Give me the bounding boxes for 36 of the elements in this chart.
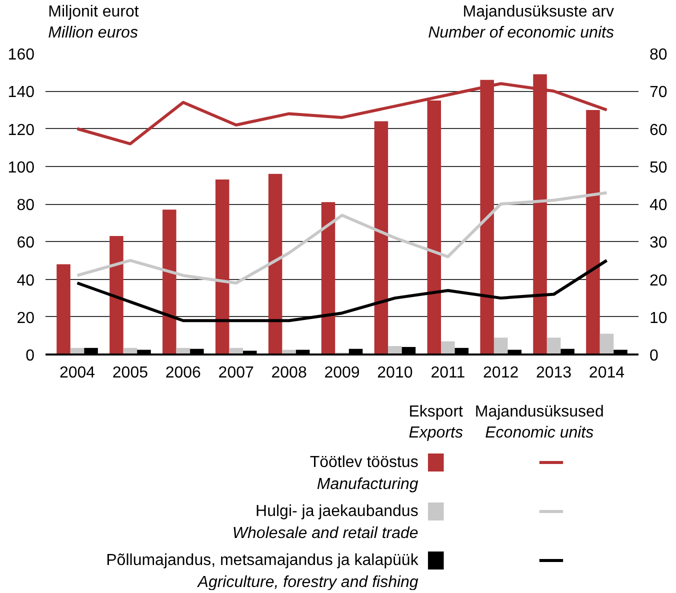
x-tick-label: 2006	[165, 364, 202, 382]
x-tick-label: 2005	[112, 364, 148, 382]
x-tick-label: 2007	[218, 364, 254, 382]
y-tick-label: 20	[16, 310, 35, 327]
x-tick-label: 2009	[324, 364, 360, 382]
x-tick-label: 2004	[59, 364, 96, 382]
y-tick-label: 60	[16, 234, 35, 252]
y-tick-label: 0	[26, 348, 35, 364]
y2-tick-label: 30	[650, 234, 668, 252]
text: Eksport Exports	[408, 404, 464, 442]
y-tick-label: 100	[8, 159, 35, 176]
y-tick-label: 120	[8, 122, 35, 139]
x-tick-label: 2013	[536, 364, 572, 382]
x-tick-label: 2014	[588, 364, 625, 382]
y2-tick-label: 10	[650, 310, 668, 327]
y2-tick-label: 70	[650, 84, 668, 102]
legend-label: Hulgi- ja jaekaubandus Wholesale and retail trade	[232, 503, 418, 542]
y2-tick-label: 20	[650, 272, 668, 290]
x-tick-label: 2010	[377, 364, 413, 382]
y-tick-label: 40	[16, 272, 35, 290]
legend-label: Töötlev tööstus Manufacturing	[310, 454, 418, 493]
y2-tick-label: 50	[650, 159, 668, 176]
y2-tick-label: 80	[650, 46, 668, 64]
text: Majandusüksused Economic units	[474, 404, 604, 442]
y-tick-label: 80	[16, 197, 35, 214]
y2-tick-label: 40	[650, 197, 668, 214]
y2-tick-label: 60	[650, 122, 668, 139]
y-tick-label: 160	[8, 46, 35, 64]
x-tick-label: 2012	[483, 364, 519, 382]
x-tick-label: 2008	[271, 364, 307, 382]
y-tick-label: 140	[8, 84, 35, 102]
y-axis-title: Miljonit eurot Million euros	[48, 4, 140, 42]
x-tick-label: 2011	[430, 364, 466, 382]
y2-tick-label: 0	[650, 348, 658, 364]
y2-axis-title: Majandusüksuste arv Number of economic units	[428, 4, 614, 42]
legend-label: Põllumajandus, metsamajandus ja kalapüük Agriculture, forestry and fishing	[106, 552, 420, 591]
